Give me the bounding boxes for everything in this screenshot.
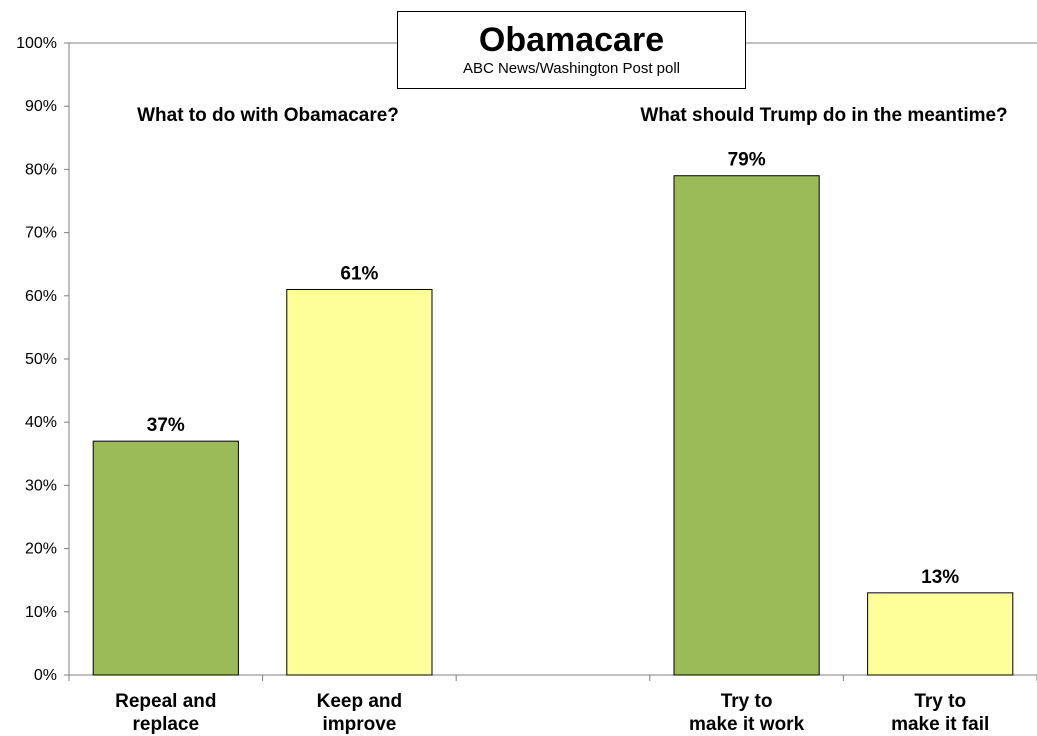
bar [92,440,239,676]
y-tick-label: 70% [25,225,57,242]
data-label: 13% [921,567,959,588]
y-tick-label: 90% [25,98,57,115]
category-label: Try to [721,691,773,712]
category-label: replace [133,714,200,735]
chart-title: Obamacare [478,21,665,59]
category-label: Keep and [317,691,403,712]
category-label: make it work [689,714,805,735]
y-axis-ticks: 0% 10% 20% 30% 40% 50% 60% 70% 80% 90% 100% [16,35,69,684]
category-label: Repeal and [115,691,216,712]
category-label: Try to [914,691,966,712]
group-title-left: What to do with Obamacare? [137,105,399,126]
data-label: 61% [340,263,378,284]
data-labels: 37% 61% 79% 13% [147,150,960,588]
y-tick-label: 20% [25,541,57,558]
bar [286,288,433,676]
bars [92,175,1014,676]
y-tick-label: 80% [25,161,57,178]
y-tick-label: 30% [25,477,57,494]
bar [673,175,820,676]
group-title-right: What should Trump do in the meantime? [640,105,1007,126]
y-tick-label: 60% [25,288,57,305]
category-label: improve [322,714,396,735]
chart-title-box: Obamacare ABC News/Washington Post poll [397,11,746,89]
data-label: 37% [147,415,185,436]
y-tick-label: 0% [34,667,57,684]
data-label: 79% [728,150,766,171]
y-tick-label: 40% [25,414,57,431]
bar [867,592,1014,676]
category-label: make it fail [891,714,989,735]
y-tick-label: 100% [16,35,57,52]
chart-subtitle: ABC News/Washington Post poll [462,60,681,77]
y-tick-label: 50% [25,351,57,368]
y-tick-label: 10% [25,604,57,621]
